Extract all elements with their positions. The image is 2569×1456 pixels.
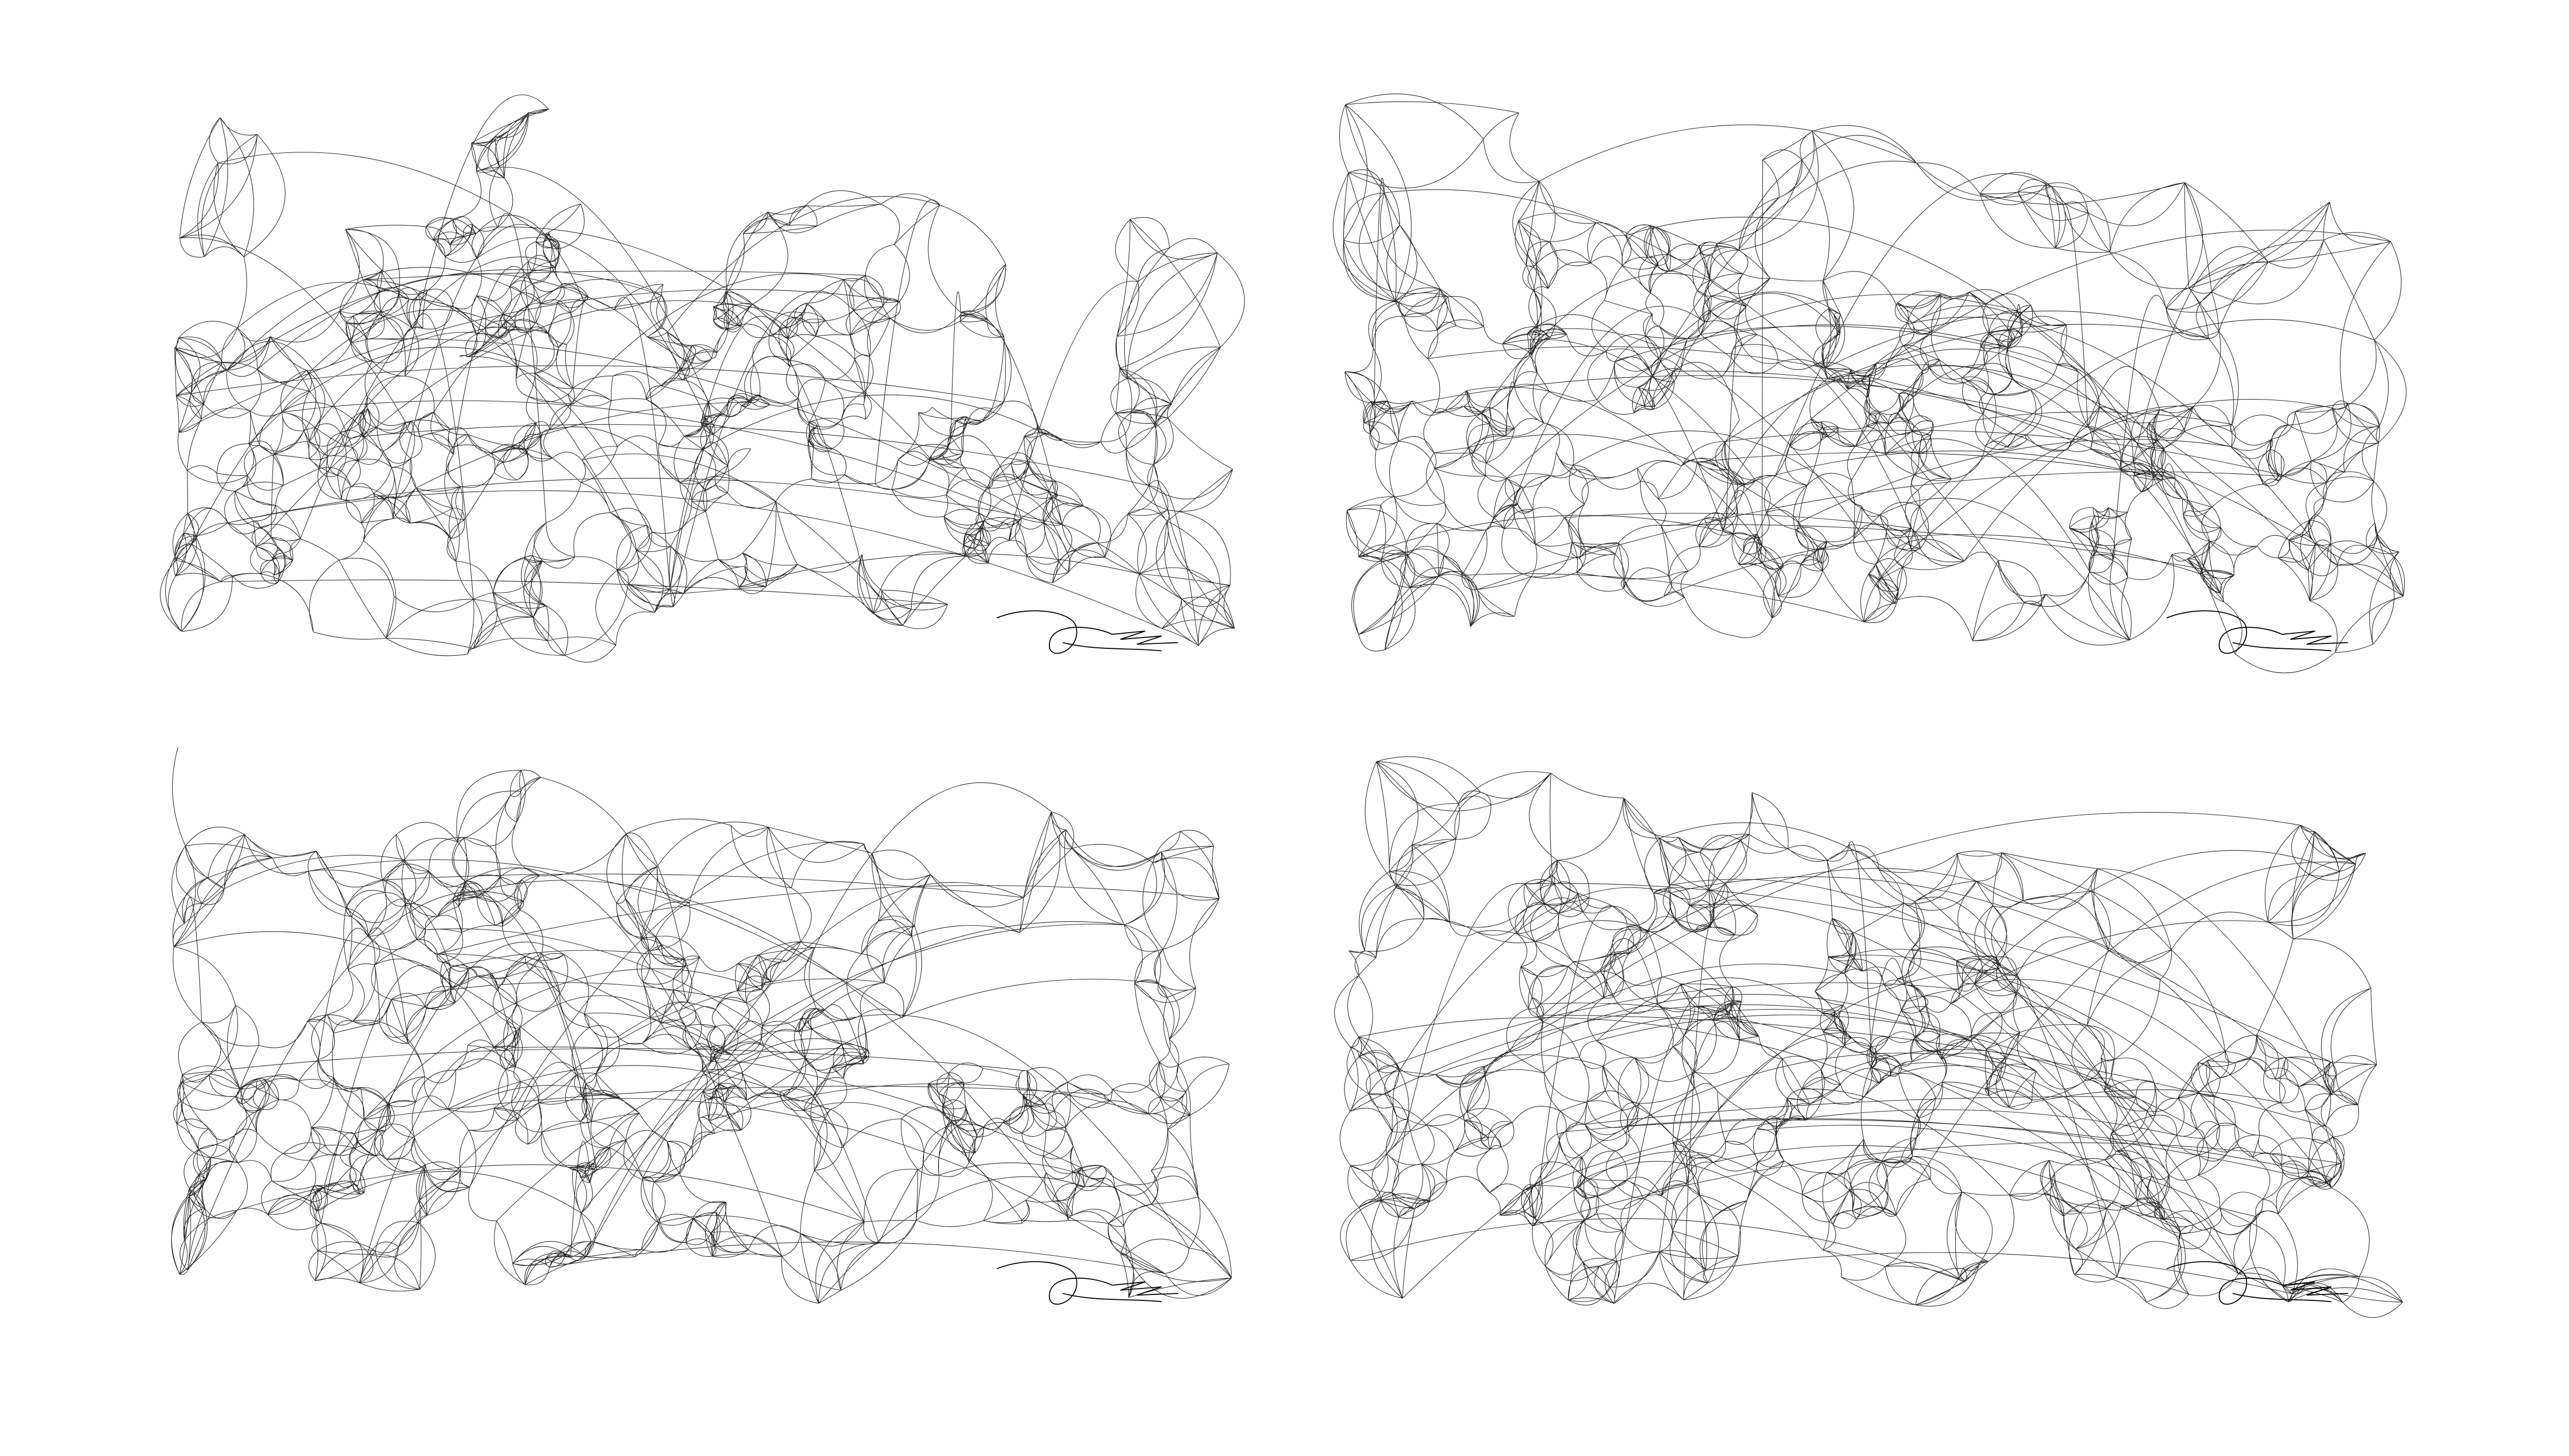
edges [171, 747, 1232, 1304]
network-panel [1334, 756, 2403, 1318]
network-panel [171, 747, 1232, 1305]
network-panel [1333, 93, 2407, 674]
edges [1333, 93, 2407, 674]
network-panel [160, 94, 1245, 663]
signature [2166, 610, 2348, 654]
signature [996, 610, 1178, 654]
signature [996, 1261, 1178, 1305]
edges [1334, 756, 2403, 1318]
edges [160, 94, 1245, 663]
signature [2166, 1261, 2348, 1305]
